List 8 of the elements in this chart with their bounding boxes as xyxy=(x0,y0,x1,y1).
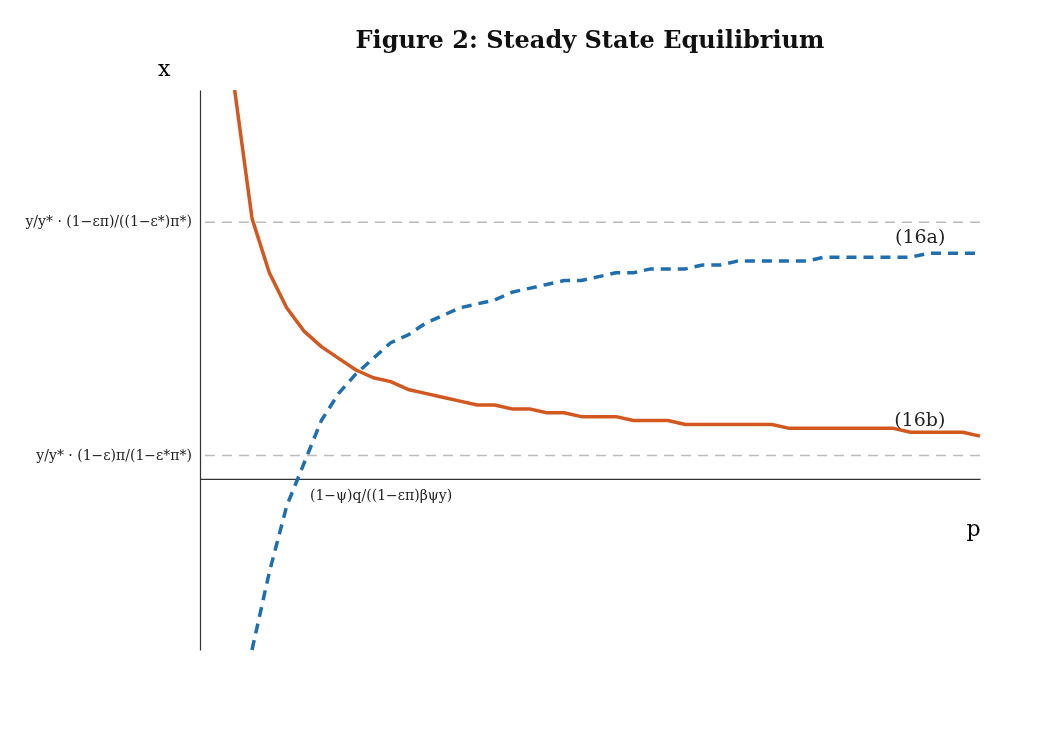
ref-line-label: y/y* · (1−ε)π/(1−ε*π*) xyxy=(35,446,192,463)
y-axis-title: x xyxy=(158,55,172,81)
x-axis-title: p xyxy=(966,516,981,542)
series-label: (16b) xyxy=(894,408,946,431)
chart-title: Figure 2: Steady State Equilibrium xyxy=(355,25,825,54)
series-label: (16a) xyxy=(894,225,946,248)
annotation: (1−ψ)q/((1−επ)βψy) xyxy=(310,486,453,503)
ref-line-label: y/y* · (1−επ)/((1−ε*)π*) xyxy=(24,213,192,230)
